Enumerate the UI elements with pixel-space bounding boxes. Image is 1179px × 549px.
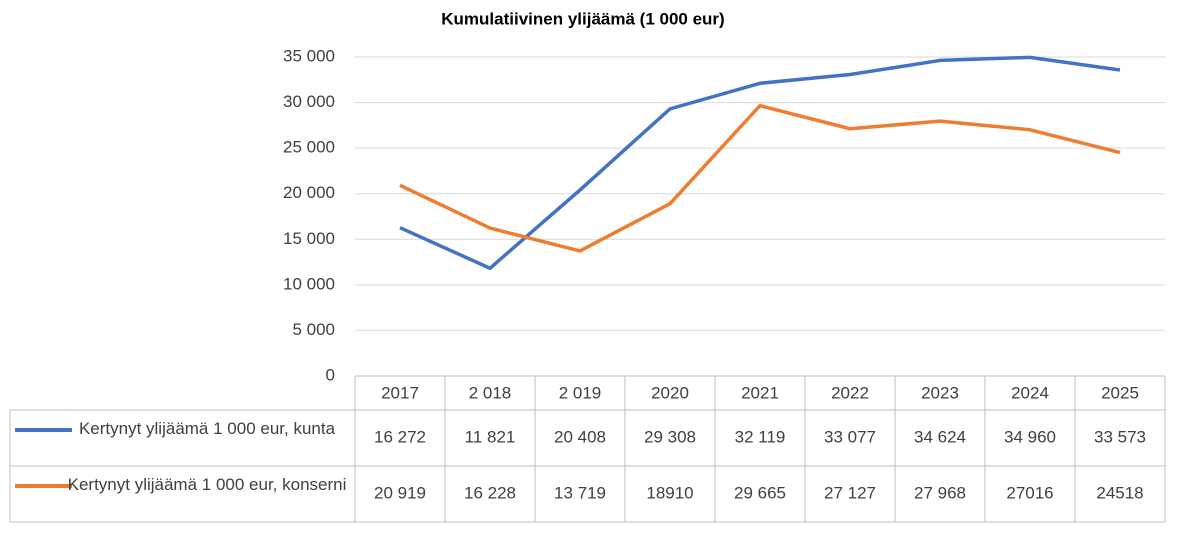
- legend-cell: Kertynyt ylijäämä 1 000 eur, konserni: [67, 475, 347, 494]
- legend-label: Kertynyt ylijäämä 1 000 eur, konserni: [67, 475, 347, 494]
- data-line: [399, 103, 1121, 253]
- table-value: 24518: [1096, 483, 1143, 502]
- x-tick-label: 2025: [1101, 383, 1139, 402]
- data-line: [399, 55, 1121, 271]
- table-value: 13 719: [554, 483, 606, 502]
- y-tick-label: 35 000: [283, 46, 335, 65]
- legend-label: Kertynyt ylijäämä 1 000 eur, kunta: [78, 419, 336, 438]
- table-value: 29 308: [644, 427, 696, 446]
- table-value: 11 821: [465, 427, 516, 446]
- table-value: 32 119: [735, 427, 786, 446]
- y-tick-label: 15 000: [283, 229, 335, 248]
- y-tick-label: 0: [326, 365, 335, 384]
- table-value: 33 573: [1094, 427, 1146, 446]
- table-value: 27 968: [914, 483, 966, 502]
- chart-title: Kumulatiivinen ylijäämä (1 000 eur): [441, 9, 724, 28]
- table-value: 34 960: [1004, 427, 1056, 446]
- y-tick-label: 20 000: [283, 183, 335, 202]
- x-tick-label: 2024: [1011, 383, 1049, 402]
- table-value: 27016: [1006, 483, 1053, 502]
- table-value: 16 272: [374, 427, 426, 446]
- table-value: 20 919: [374, 483, 426, 502]
- table-value: 33 077: [824, 427, 876, 446]
- table-value: 18910: [646, 483, 693, 502]
- x-tick-label: 2017: [381, 383, 419, 402]
- x-tick-label: 2 018: [469, 383, 512, 402]
- x-tick-label: 2 019: [559, 383, 602, 402]
- x-tick-label: 2021: [741, 383, 779, 402]
- table-value: 29 665: [734, 483, 786, 502]
- table-value: 16 228: [464, 483, 516, 502]
- table-value: 27 127: [824, 483, 876, 502]
- legend-cell: Kertynyt ylijäämä 1 000 eur, kunta: [78, 419, 336, 438]
- y-tick-label: 10 000: [283, 274, 335, 293]
- y-tick-label: 25 000: [283, 138, 335, 157]
- y-tick-label: 5 000: [292, 320, 335, 339]
- x-tick-label: 2022: [831, 383, 869, 402]
- table-value: 34 624: [914, 427, 966, 446]
- x-tick-label: 2023: [921, 383, 959, 402]
- x-tick-label: 2020: [651, 383, 689, 402]
- table-value: 20 408: [554, 427, 606, 446]
- y-tick-label: 30 000: [283, 92, 335, 111]
